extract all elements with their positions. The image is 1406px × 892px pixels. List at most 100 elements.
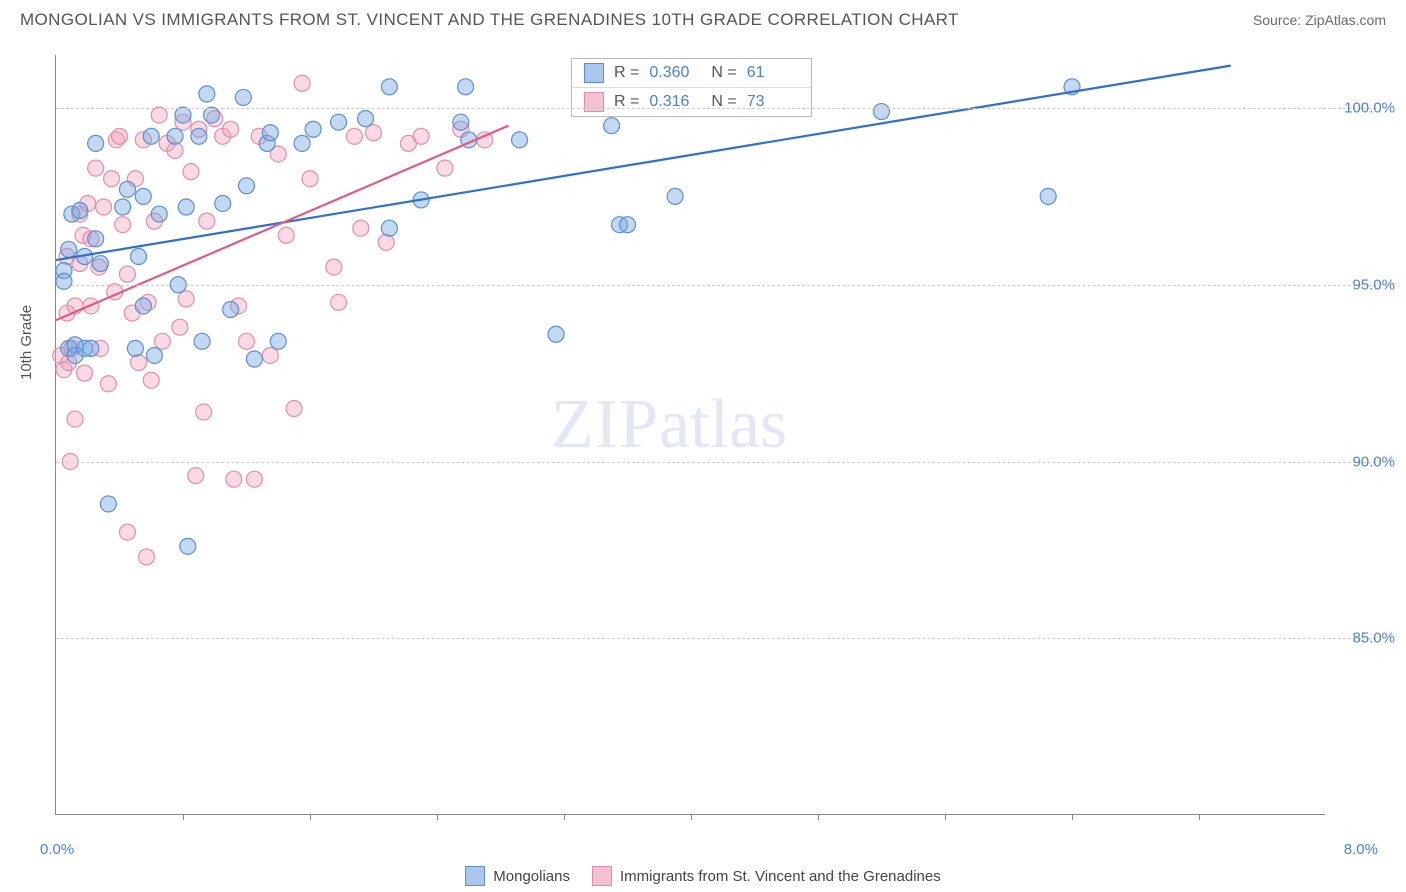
legend-swatch-a-icon: [465, 866, 485, 886]
data-point: [353, 220, 369, 236]
data-point: [188, 468, 204, 484]
data-point: [381, 79, 397, 95]
chart-title: MONGOLIAN VS IMMIGRANTS FROM ST. VINCENT…: [20, 10, 959, 30]
data-point: [88, 160, 104, 176]
x-tick: [818, 814, 819, 820]
legend-label-a: Mongolians: [493, 868, 570, 885]
data-point: [56, 273, 72, 289]
legend: Mongolians Immigrants from St. Vincent a…: [0, 866, 1406, 886]
r-label-a: R =: [614, 64, 639, 82]
data-point: [331, 294, 347, 310]
data-point: [88, 135, 104, 151]
gridline: [56, 285, 1376, 286]
y-tick-label: 85.0%: [1335, 630, 1395, 647]
data-point: [83, 340, 99, 356]
data-point: [235, 89, 251, 105]
data-point: [100, 496, 116, 512]
data-point: [154, 333, 170, 349]
data-point: [138, 549, 154, 565]
x-tick: [564, 814, 565, 820]
x-tick: [691, 814, 692, 820]
data-point: [178, 291, 194, 307]
data-point: [874, 104, 890, 120]
n-value-a: 61: [747, 64, 799, 82]
data-point: [119, 266, 135, 282]
data-point: [453, 114, 469, 130]
data-point: [1040, 188, 1056, 204]
data-point: [246, 351, 262, 367]
data-point: [215, 195, 231, 211]
data-point: [667, 188, 683, 204]
legend-item-a: Mongolians: [465, 866, 570, 886]
data-point: [270, 333, 286, 349]
chart-header: MONGOLIAN VS IMMIGRANTS FROM ST. VINCENT…: [0, 0, 1406, 38]
data-point: [135, 188, 151, 204]
data-point: [167, 128, 183, 144]
y-axis-label: 10th Grade: [18, 305, 35, 380]
data-point: [294, 75, 310, 91]
r-value-a: 0.360: [649, 64, 701, 82]
y-tick-label: 100.0%: [1335, 100, 1395, 117]
x-tick: [310, 814, 311, 820]
data-point: [326, 259, 342, 275]
data-point: [115, 199, 131, 215]
data-point: [100, 376, 116, 392]
data-point: [196, 404, 212, 420]
data-point: [119, 181, 135, 197]
data-point: [96, 199, 112, 215]
data-point: [346, 128, 362, 144]
legend-label-b: Immigrants from St. Vincent and the Gren…: [620, 868, 941, 885]
stats-row-b: R = 0.316 N = 73: [572, 87, 811, 116]
data-point: [175, 107, 191, 123]
data-point: [458, 79, 474, 95]
x-tick: [945, 814, 946, 820]
plot-svg: [56, 55, 1325, 814]
x-tick: [183, 814, 184, 820]
swatch-a-icon: [584, 63, 604, 83]
data-point: [88, 231, 104, 247]
chart-source: Source: ZipAtlas.com: [1253, 12, 1386, 28]
gridline: [56, 108, 1376, 109]
source-prefix: Source:: [1253, 12, 1305, 28]
data-point: [239, 333, 255, 349]
x-tick: [437, 814, 438, 820]
data-point: [183, 164, 199, 180]
data-point: [294, 135, 310, 151]
data-point: [178, 199, 194, 215]
data-point: [92, 256, 108, 272]
gridline: [56, 462, 1376, 463]
data-point: [72, 203, 88, 219]
data-point: [131, 248, 147, 264]
n-label-a: N =: [711, 64, 736, 82]
data-point: [262, 347, 278, 363]
data-point: [548, 326, 564, 342]
legend-item-b: Immigrants from St. Vincent and the Gren…: [592, 866, 941, 886]
scatter-chart: R = 0.360 N = 61 R = 0.316 N = 73 ZIPatl…: [55, 55, 1325, 815]
data-point: [180, 538, 196, 554]
data-point: [143, 372, 159, 388]
data-point: [194, 333, 210, 349]
data-point: [67, 411, 83, 427]
legend-swatch-b-icon: [592, 866, 612, 886]
data-point: [199, 213, 215, 229]
x-axis-max-label: 8.0%: [1344, 841, 1378, 858]
data-point: [302, 171, 318, 187]
data-point: [226, 471, 242, 487]
data-point: [239, 178, 255, 194]
data-point: [604, 118, 620, 134]
data-point: [305, 121, 321, 137]
data-point: [223, 121, 239, 137]
data-point: [331, 114, 347, 130]
data-point: [112, 128, 128, 144]
data-point: [131, 355, 147, 371]
data-point: [381, 220, 397, 236]
data-point: [204, 107, 220, 123]
y-tick-label: 90.0%: [1335, 453, 1395, 470]
data-point: [143, 128, 159, 144]
data-point: [223, 302, 239, 318]
data-point: [115, 217, 131, 233]
data-point: [135, 298, 151, 314]
data-point: [151, 206, 167, 222]
x-tick: [1072, 814, 1073, 820]
data-point: [151, 107, 167, 123]
